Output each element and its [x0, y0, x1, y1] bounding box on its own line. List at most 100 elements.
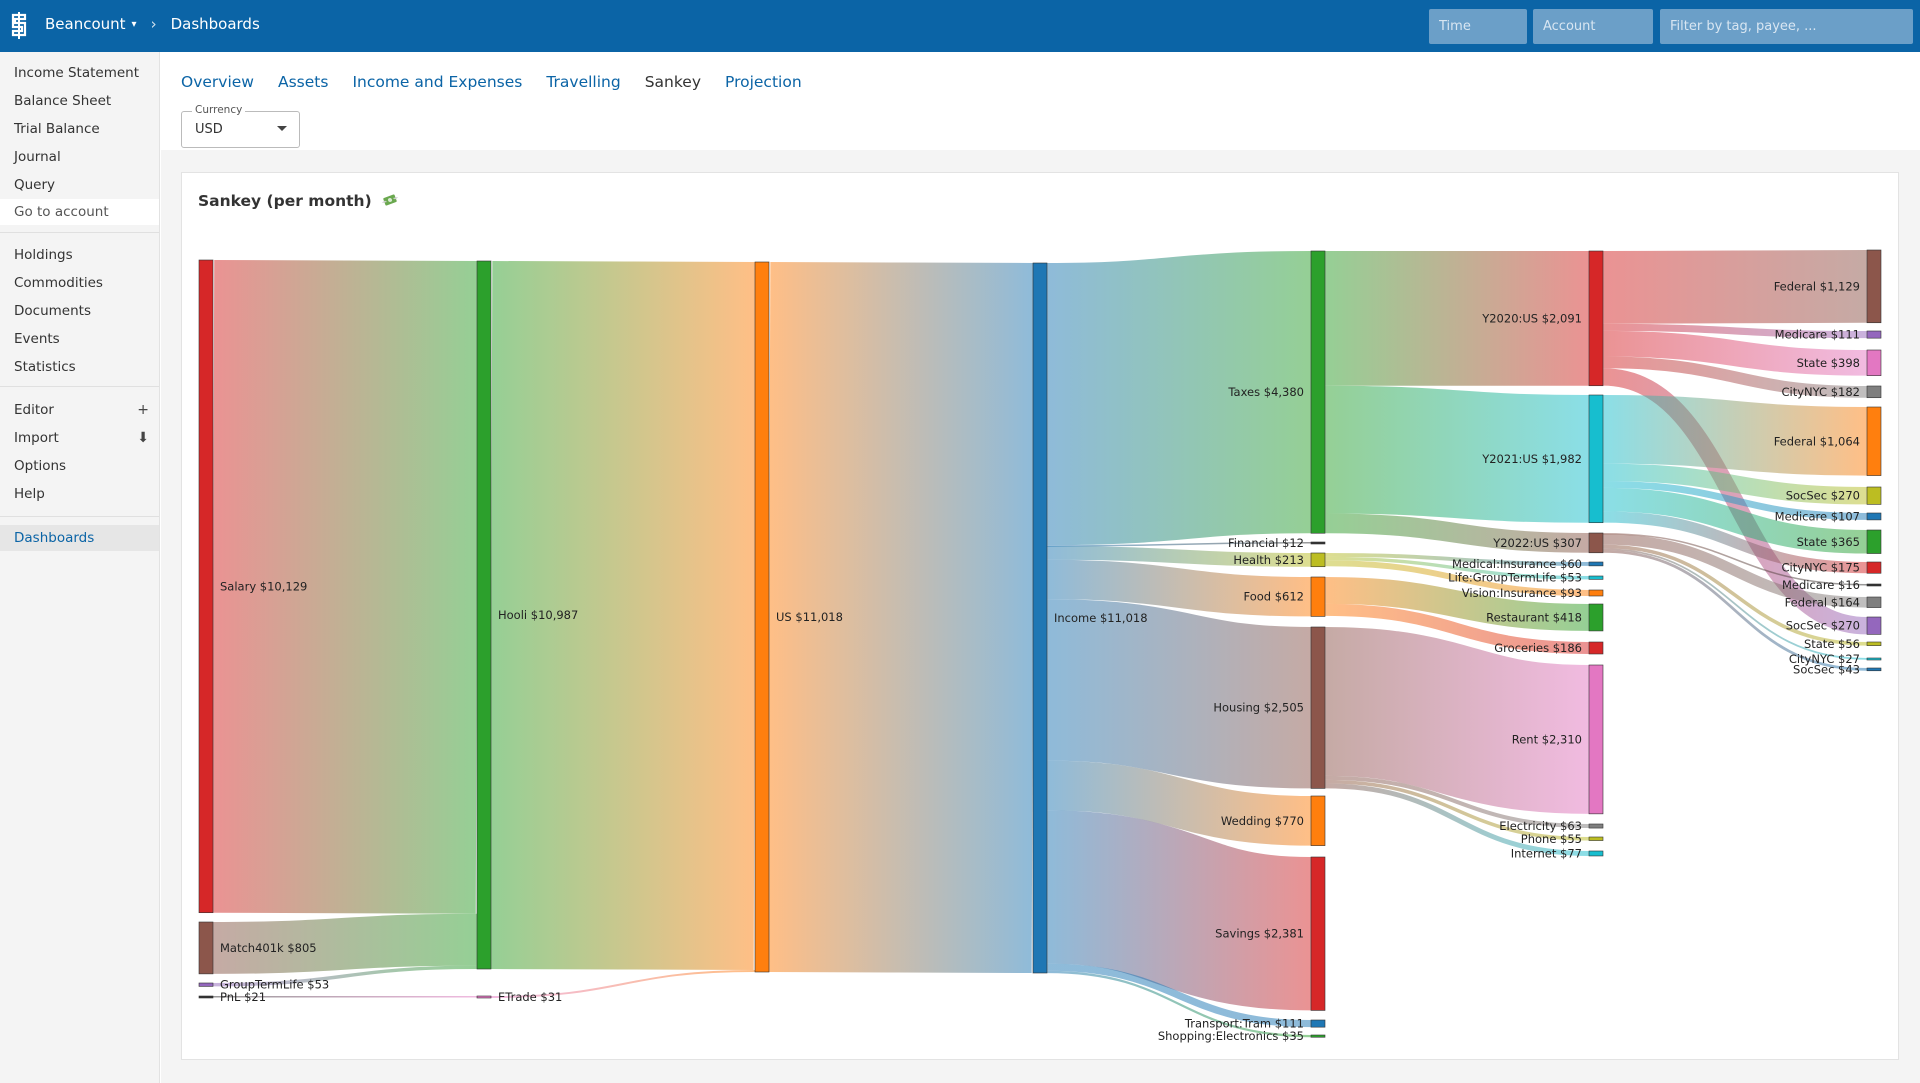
sankey-link-income-taxes[interactable]	[1046, 251, 1312, 546]
sankey-link-y2022-state22[interactable]	[1602, 544, 1868, 646]
sankey-link-y2020-fed20[interactable]	[1602, 249, 1868, 324]
sankey-node-pnl[interactable]	[198, 995, 214, 999]
tab-income-and-expenses[interactable]: Income and Expenses	[352, 73, 523, 91]
sankey-node-med22[interactable]	[1866, 583, 1882, 587]
sankey-node-salary[interactable]	[198, 259, 214, 914]
tab-assets[interactable]: Assets	[277, 73, 329, 91]
sankey-node-city21[interactable]	[1866, 561, 1882, 574]
sankey-link-food-restaurant[interactable]	[1324, 577, 1590, 631]
sankey-node-grouptermlife[interactable]	[198, 982, 214, 987]
download-icon[interactable]: ⬇	[137, 430, 149, 446]
sankey-link-y2021-med21[interactable]	[1602, 480, 1868, 520]
sankey-node-state22[interactable]	[1866, 641, 1882, 646]
sidebar-item-trial-balance[interactable]: Trial Balance	[14, 121, 100, 137]
sankey-node-restaurant[interactable]	[1588, 603, 1604, 632]
tab-projection[interactable]: Projection	[725, 73, 802, 91]
sidebar-item-holdings[interactable]: Holdings	[14, 247, 73, 263]
time-filter-input[interactable]	[1429, 9, 1527, 44]
sankey-node-fed20[interactable]	[1866, 249, 1882, 324]
tag-payee-filter-input[interactable]	[1660, 9, 1913, 44]
go-to-account-input[interactable]: Go to account	[0, 199, 159, 225]
beancount-logo-icon[interactable]	[6, 11, 32, 41]
sankey-link-income-savings[interactable]	[1045, 810, 1313, 1011]
sankey-node-rent[interactable]	[1588, 664, 1604, 815]
sankey-node-income[interactable]	[1032, 262, 1048, 974]
sankey-node-soc22[interactable]	[1866, 667, 1882, 672]
sankey-link-y2022-city22[interactable]	[1602, 548, 1868, 660]
sankey-node-savings[interactable]	[1310, 856, 1326, 1011]
sidebar-item-balance-sheet[interactable]: Balance Sheet	[14, 93, 112, 109]
sankey-link-y2021-soc21[interactable]	[1602, 463, 1868, 505]
sankey-node-soc21[interactable]	[1866, 486, 1882, 505]
sankey-link-etrade-us[interactable]	[490, 970, 756, 998]
sidebar-item-events[interactable]: Events	[14, 331, 60, 347]
sankey-node-fed22[interactable]	[1866, 596, 1882, 608]
sidebar-item-income-statement[interactable]: Income Statement	[14, 65, 140, 81]
sankey-link-income-financial[interactable]	[1046, 542, 1312, 547]
sidebar-item-dashboards[interactable]: Dashboards	[0, 525, 159, 551]
sankey-link-hooli-us[interactable]	[490, 261, 756, 971]
sankey-node-food[interactable]	[1310, 576, 1326, 617]
sankey-node-tram[interactable]	[1310, 1019, 1326, 1028]
sankey-link-y2021-fed21[interactable]	[1602, 394, 1868, 476]
sankey-node-med21[interactable]	[1866, 512, 1882, 521]
sankey-link-y2022-med22[interactable]	[1602, 533, 1868, 586]
sankey-link-y2020-state20[interactable]	[1602, 330, 1868, 376]
sankey-node-city20[interactable]	[1866, 385, 1882, 399]
sidebar-item-commodities[interactable]: Commodities	[14, 275, 103, 291]
sankey-link-income-electronics[interactable]	[1046, 970, 1312, 1038]
sankey-link-income-housing[interactable]	[1046, 599, 1312, 789]
sankey-node-electronics[interactable]	[1310, 1034, 1326, 1038]
sankey-link-y2022-soc22[interactable]	[1602, 549, 1868, 671]
sankey-node-groceries[interactable]	[1588, 641, 1604, 655]
sankey-node-y2021[interactable]	[1588, 394, 1604, 524]
sankey-node-etrade[interactable]	[476, 995, 492, 999]
sankey-node-lifegtl[interactable]	[1588, 575, 1604, 580]
sankey-node-y2022[interactable]	[1588, 532, 1604, 554]
sankey-node-match401k[interactable]	[198, 921, 214, 975]
sankey-link-taxes-y2021[interactable]	[1324, 385, 1590, 523]
sankey-node-fed21[interactable]	[1866, 406, 1882, 476]
sankey-link-us-income[interactable]	[768, 262, 1034, 973]
sankey-link-y2020-med20[interactable]	[1602, 323, 1868, 339]
sankey-link-y2020-city20[interactable]	[1602, 356, 1868, 398]
sankey-link-y2021-state21[interactable]	[1602, 487, 1868, 554]
sankey-node-visins[interactable]	[1588, 589, 1604, 597]
sidebar-item-documents[interactable]: Documents	[14, 303, 91, 319]
sankey-link-housing-phone[interactable]	[1324, 779, 1590, 841]
sankey-link-y2022-fed22[interactable]	[1602, 534, 1868, 608]
plus-icon[interactable]: +	[137, 402, 149, 418]
tab-overview[interactable]: Overview	[181, 73, 254, 91]
sankey-node-hooli[interactable]	[476, 260, 492, 970]
sankey-node-electricity[interactable]	[1588, 823, 1604, 829]
sankey-node-health[interactable]	[1310, 552, 1326, 568]
sankey-link-housing-internet[interactable]	[1324, 783, 1590, 856]
sankey-node-financial[interactable]	[1310, 541, 1326, 545]
sankey-node-state20[interactable]	[1866, 349, 1882, 376]
sankey-link-health-medins[interactable]	[1324, 552, 1590, 566]
sidebar-item-help[interactable]: Help	[14, 486, 45, 502]
sankey-link-health-lifegtl[interactable]	[1324, 556, 1590, 580]
sankey-node-housing[interactable]	[1310, 626, 1326, 789]
sankey-node-medins[interactable]	[1588, 561, 1604, 567]
sidebar-item-journal[interactable]: Journal	[14, 149, 61, 165]
sankey-node-city22[interactable]	[1866, 657, 1882, 661]
sankey-node-med20[interactable]	[1866, 330, 1882, 339]
sankey-node-soc20[interactable]	[1866, 616, 1882, 635]
sankey-link-housing-rent[interactable]	[1324, 627, 1590, 814]
sankey-link-income-wedding[interactable]	[1046, 760, 1312, 846]
sankey-node-taxes[interactable]	[1310, 250, 1326, 534]
sankey-node-wedding[interactable]	[1310, 795, 1326, 846]
tab-travelling[interactable]: Travelling	[546, 73, 621, 91]
sankey-node-y2020[interactable]	[1588, 250, 1604, 387]
chevron-down-icon[interactable]: ▾	[131, 18, 137, 30]
sankey-link-salary-hooli[interactable]	[212, 259, 478, 914]
currency-select[interactable]: Currency USD	[181, 104, 300, 148]
sidebar-item-editor[interactable]: Editor +	[0, 397, 159, 423]
sankey-link-income-tram[interactable]	[1046, 963, 1312, 1028]
sidebar-item-statistics[interactable]: Statistics	[14, 359, 76, 375]
sankey-node-internet[interactable]	[1588, 850, 1604, 857]
sankey-link-grouptermlife-hooli[interactable]	[212, 965, 478, 987]
sidebar-item-query[interactable]: Query	[14, 177, 56, 193]
sankey-link-housing-electricity[interactable]	[1324, 775, 1590, 829]
